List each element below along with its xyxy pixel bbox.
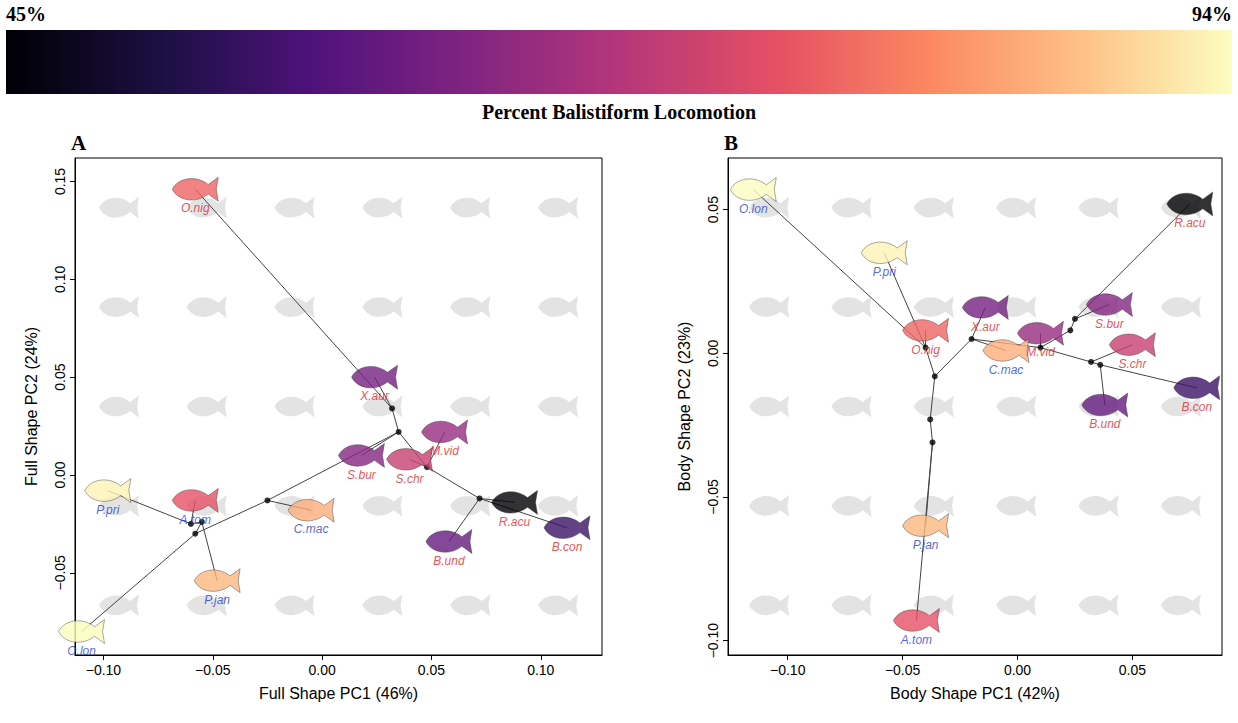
svg-text:Full Shape PC2 (24%): Full Shape PC2 (24%): [23, 327, 40, 486]
svg-text:R.acu: R.acu: [499, 515, 531, 529]
svg-text:P.pri: P.pri: [96, 503, 119, 517]
svg-text:A.tom: A.tom: [900, 633, 932, 647]
svg-text:B.con: B.con: [1181, 400, 1212, 414]
svg-text:S.bur: S.bur: [347, 468, 377, 482]
svg-text:P.pri: P.pri: [873, 265, 896, 279]
svg-text:Percent Balistiform Locomotion: Percent Balistiform Locomotion: [482, 101, 756, 123]
svg-text:A: A: [71, 131, 87, 155]
svg-text:−0.10: −0.10: [705, 623, 721, 659]
svg-text:X.aur: X.aur: [359, 389, 390, 403]
svg-text:0.10: 0.10: [527, 662, 554, 678]
svg-text:−0.10: −0.10: [770, 662, 806, 678]
svg-text:O.nig: O.nig: [911, 343, 940, 357]
svg-text:A.tom: A.tom: [179, 513, 211, 527]
svg-text:−0.05: −0.05: [885, 662, 921, 678]
svg-text:B.con: B.con: [552, 540, 583, 554]
svg-text:C.mac: C.mac: [989, 363, 1024, 377]
svg-text:−0.05: −0.05: [195, 662, 231, 678]
svg-text:0.05: 0.05: [705, 196, 721, 223]
svg-text:0.15: 0.15: [52, 168, 68, 195]
svg-text:0.00: 0.00: [1004, 662, 1031, 678]
svg-text:Body Shape PC1 (42%): Body Shape PC1 (42%): [890, 685, 1060, 702]
svg-text:B: B: [724, 131, 738, 155]
svg-text:R.acu: R.acu: [1174, 216, 1206, 230]
svg-text:S.bur: S.bur: [1095, 317, 1125, 331]
svg-text:P.jan: P.jan: [204, 593, 230, 607]
svg-text:0.00: 0.00: [52, 461, 68, 488]
svg-text:0.00: 0.00: [705, 340, 721, 367]
svg-text:−0.05: −0.05: [705, 479, 721, 515]
svg-text:0.00: 0.00: [308, 662, 335, 678]
svg-text:−0.05: −0.05: [52, 555, 68, 591]
svg-text:0.05: 0.05: [1119, 662, 1146, 678]
svg-text:45%: 45%: [6, 3, 46, 25]
svg-text:Full Shape PC1 (46%): Full Shape PC1 (46%): [259, 685, 418, 702]
svg-text:94%: 94%: [1192, 3, 1232, 25]
svg-text:S.chr: S.chr: [1118, 357, 1147, 371]
svg-text:O.lon: O.lon: [67, 644, 96, 658]
svg-text:P.jan: P.jan: [913, 538, 939, 552]
svg-text:B.und: B.und: [433, 554, 465, 568]
svg-text:Body Shape PC2 (23%): Body Shape PC2 (23%): [676, 322, 693, 492]
svg-text:−0.10: −0.10: [86, 662, 122, 678]
svg-text:C.mac: C.mac: [294, 522, 329, 536]
svg-text:0.10: 0.10: [52, 265, 68, 292]
svg-text:O.nig: O.nig: [181, 201, 210, 215]
svg-text:M.vid: M.vid: [430, 444, 459, 458]
svg-text:X.aur: X.aur: [970, 320, 1001, 334]
svg-text:O.lon: O.lon: [739, 202, 768, 216]
svg-text:S.chr: S.chr: [396, 472, 425, 486]
svg-text:B.und: B.und: [1089, 417, 1121, 431]
svg-text:0.05: 0.05: [52, 363, 68, 390]
svg-text:M.vid: M.vid: [1026, 345, 1055, 359]
svg-text:0.05: 0.05: [418, 662, 445, 678]
